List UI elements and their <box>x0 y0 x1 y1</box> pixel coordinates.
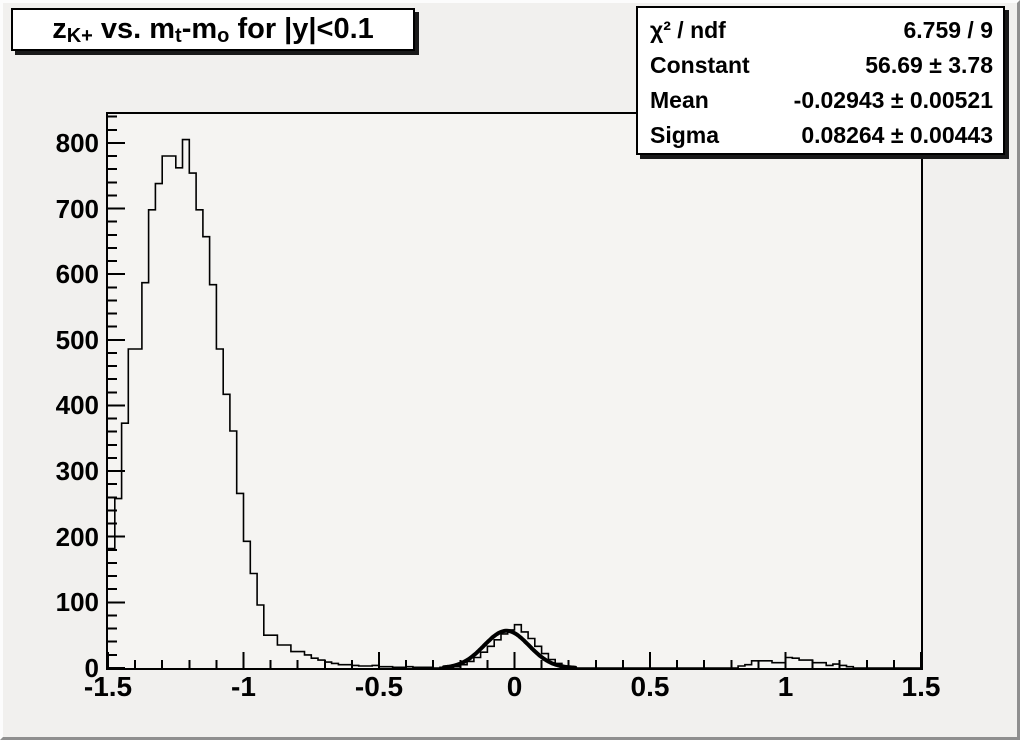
title-text: for |y|<0.1 <box>229 13 374 45</box>
y-axis-tick-label: 800 <box>55 127 99 158</box>
x-axis-tick-label: -0.5 <box>354 671 404 702</box>
y-axis-tick-label: 500 <box>55 324 99 355</box>
title-box: z K+ vs. m t -m o for |y|<0.1 <box>11 8 415 51</box>
x-axis-tick-label: 0.5 <box>630 671 670 702</box>
stat-value: 56.69 ± 3.78 <box>865 52 993 78</box>
title-text: z <box>52 13 67 45</box>
x-axis-tick-label: 1.5 <box>901 671 941 702</box>
y-axis-tick-label: 400 <box>55 390 99 421</box>
histogram-outline <box>108 138 921 668</box>
fit-stats-box: χ² / ndf 6.759 / 9 Constant 56.69 ± 3.78… <box>636 6 1005 155</box>
y-axis-tick-label: 600 <box>55 259 99 290</box>
title-subscript: K+ <box>66 25 93 47</box>
x-axis-tick-label: -1 <box>231 671 256 702</box>
stat-row-constant: Constant 56.69 ± 3.78 <box>650 48 993 83</box>
stat-row-chi2: χ² / ndf 6.759 / 9 <box>650 13 993 48</box>
gaussian-fit-curve <box>442 628 578 668</box>
title-text: -m <box>181 13 218 45</box>
stat-label: χ² / ndf <box>650 17 726 43</box>
stat-value: 6.759 / 9 <box>903 17 993 43</box>
stat-label: Mean <box>650 87 709 113</box>
histogram-plot <box>108 115 921 668</box>
x-axis-tick-label: -1.5 <box>83 671 133 702</box>
title-text: vs. m <box>92 13 176 45</box>
y-axis-tick-label: 0 <box>84 653 99 683</box>
stat-row-sigma: Sigma 0.08264 ± 0.00443 <box>650 118 993 153</box>
y-axis-tick-label: 100 <box>55 587 99 618</box>
stat-label: Sigma <box>650 122 720 148</box>
x-axis-tick-label: 1 <box>777 671 794 702</box>
x-axis-tick-label: 0 <box>506 671 523 702</box>
y-axis-tick-label: 200 <box>55 521 99 552</box>
y-axis-tick-label: 700 <box>55 193 99 224</box>
title-subscript: t <box>175 25 182 47</box>
stat-value: 0.08264 ± 0.00443 <box>801 122 993 148</box>
plot-frame <box>106 112 923 670</box>
title-subscript: o <box>217 25 230 47</box>
stat-row-mean: Mean -0.02943 ± 0.00521 <box>650 83 993 118</box>
y-axis-tick-label: 300 <box>55 456 99 487</box>
stat-value: -0.02943 ± 0.00521 <box>793 87 993 113</box>
stat-label: Constant <box>650 52 750 78</box>
